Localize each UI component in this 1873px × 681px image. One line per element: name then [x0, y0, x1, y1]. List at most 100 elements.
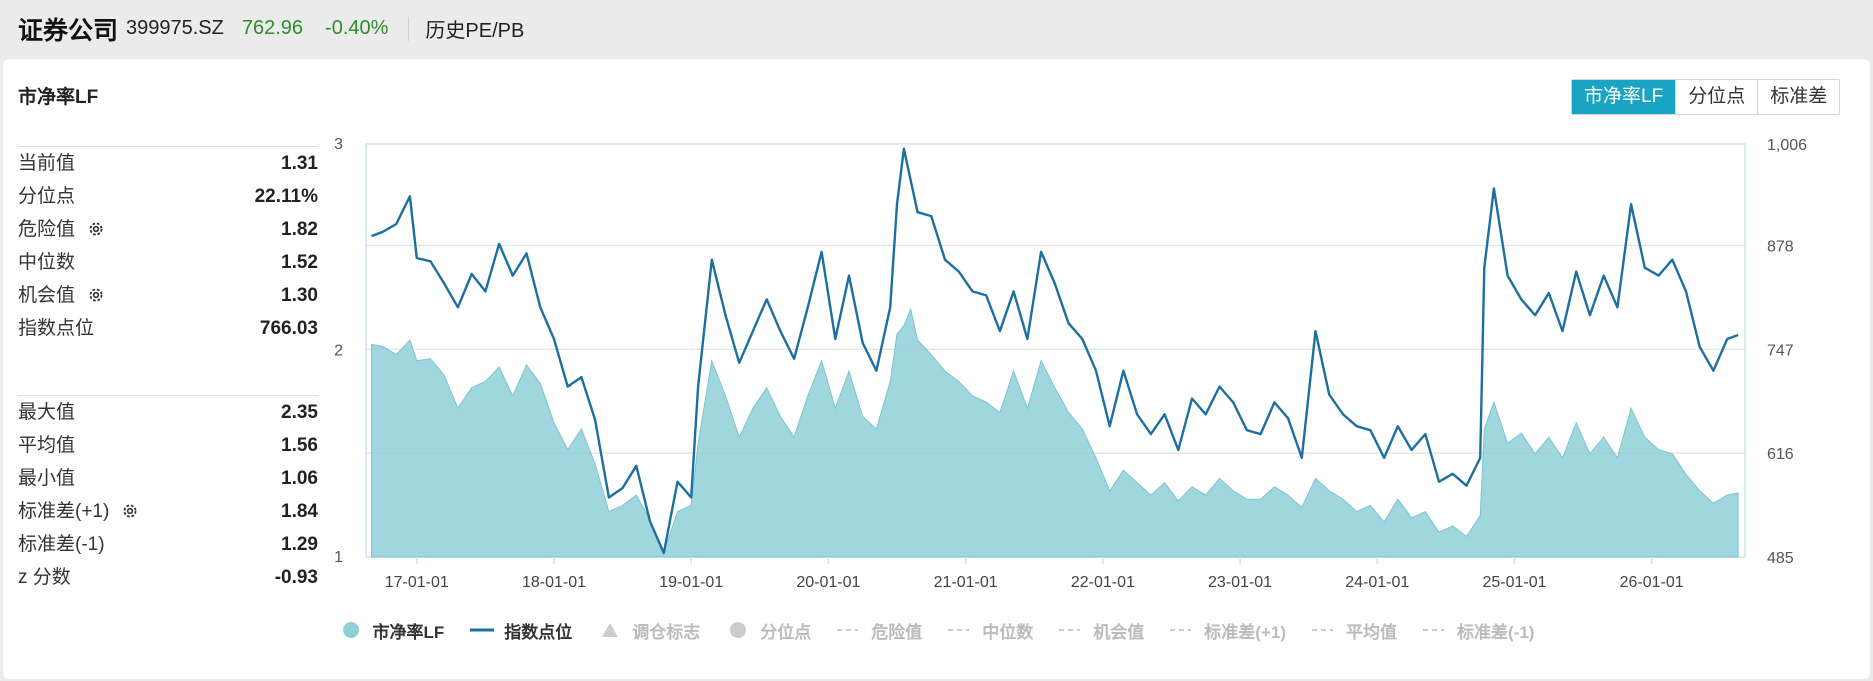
legend-item[interactable]: 指数点位	[470, 618, 572, 643]
y-right-tick-label: 485	[1767, 550, 1794, 567]
stat-row: 指数点位 766.03	[18, 312, 318, 345]
gear-icon[interactable]	[121, 502, 139, 520]
legend-label: 指数点位	[504, 622, 573, 642]
dash-line-icon	[1312, 629, 1334, 631]
x-tick-label: 20-01-01	[796, 574, 860, 591]
stat-label: z 分数	[18, 567, 71, 588]
legend-label: 调仓标志	[632, 622, 701, 642]
index-code: 399975.SZ	[126, 17, 224, 39]
y-left-tick-label: 1	[334, 549, 343, 566]
stat-label: 分位点	[18, 186, 76, 207]
header-divider	[408, 16, 410, 41]
stat-value: 1.30	[281, 285, 318, 306]
stat-label: 标准差(-1)	[18, 534, 105, 555]
legend-label: 中位数	[982, 622, 1034, 642]
legend-label: 机会值	[1093, 622, 1145, 642]
stat-label: 最小值	[18, 468, 76, 489]
y-right-tick-label: 747	[1767, 342, 1794, 359]
legend-item[interactable]: 市净率LF	[339, 618, 444, 643]
stat-row: 当前值 1.31	[18, 147, 318, 180]
x-tick-label: 21-01-01	[934, 574, 998, 591]
pb-area-series	[370, 307, 1739, 558]
stat-label: 当前值	[18, 153, 76, 174]
stat-label-wrap: 机会值	[18, 279, 105, 312]
dash-line-icon	[1423, 629, 1445, 631]
index-change: -0.40%	[325, 17, 389, 39]
stat-row: 危险值 1.82	[18, 213, 318, 246]
legend-label: 标准差(-1)	[1457, 622, 1535, 642]
stat-row: 最小值 1.06	[18, 462, 318, 495]
stat-row: 中位数 1.52	[18, 246, 318, 279]
stat-row: z 分数 -0.93	[18, 561, 318, 594]
history-tag[interactable]: 历史PE/PB	[425, 20, 525, 42]
legend-item[interactable]: 调仓标志	[598, 618, 700, 643]
header-bar: 证券公司 399975.SZ 762.96 -0.40% 历史PE/PB	[0, 0, 1873, 57]
stat-label-wrap: 标准差(+1)	[18, 495, 139, 528]
dash-line-icon	[1170, 629, 1192, 631]
stat-label-wrap: 危险值	[18, 213, 105, 246]
stat-label: 机会值	[18, 285, 76, 306]
tab-percentile[interactable]: 分位点	[1675, 80, 1758, 114]
gear-icon[interactable]	[87, 286, 105, 304]
legend-item[interactable]: 平均值	[1312, 618, 1397, 643]
stat-label: 中位数	[18, 252, 76, 273]
x-tick-label: 18-01-01	[522, 574, 586, 591]
index-line-series	[371, 147, 1739, 555]
stat-value: 766.03	[259, 318, 318, 339]
stat-row: 最大值 2.35	[18, 396, 318, 429]
stat-value: 1.06	[281, 468, 318, 489]
legend-label: 危险值	[871, 622, 923, 642]
legend-label: 分位点	[760, 622, 812, 642]
stat-value: 22.11%	[254, 186, 318, 207]
x-tick-label: 26-01-01	[1620, 574, 1684, 591]
index-price: 762.96	[241, 17, 304, 39]
legend-item[interactable]: 标准差(-1)	[1423, 618, 1534, 643]
stats-history: 最大值 2.35 平均值 1.56 最小值 1.06 标准差(+1) 1.84 …	[18, 395, 318, 594]
gear-icon[interactable]	[87, 220, 105, 238]
triangle-icon	[602, 623, 619, 637]
legend-item[interactable]: 机会值	[1059, 618, 1144, 643]
legend-item[interactable]: 分位点	[726, 618, 811, 643]
circle-icon	[342, 622, 359, 638]
stat-row: 机会值 1.30	[18, 279, 318, 312]
y-left-tick-label: 3	[334, 136, 343, 153]
x-tick-label: 19-01-01	[659, 574, 723, 591]
dash-line-icon	[948, 629, 970, 631]
stat-value: 1.82	[281, 219, 318, 240]
x-tick-label: 23-01-01	[1208, 574, 1272, 591]
stat-label: 危险值	[18, 219, 76, 240]
y-left-tick-label: 2	[334, 343, 343, 360]
tab-stddev[interactable]: 标准差	[1757, 80, 1840, 114]
chart-legend: 市净率LF 指数点位 调仓标志 分位点 危险值 中位数 机会值 标准差(+1) 平均值 标准差(-…	[0, 615, 1873, 645]
metric-tabs: 市净率LF 分位点 标准差	[1571, 79, 1841, 115]
legend-item[interactable]: 中位数	[948, 618, 1033, 643]
x-tick-label: 22-01-01	[1071, 574, 1135, 591]
x-tick-label: 24-01-01	[1345, 574, 1409, 591]
stat-value: 1.84	[281, 501, 318, 522]
legend-item[interactable]: 危险值	[837, 618, 922, 643]
x-tick-label: 17-01-01	[385, 574, 449, 591]
dash-line-icon	[1059, 629, 1081, 631]
index-name: 证券公司	[18, 16, 119, 45]
tab-pb[interactable]: 市净率LF	[1572, 80, 1676, 114]
stats-current: 当前值 1.31 分位点 22.11% 危险值 1.82 中位数 1.52 机会…	[18, 146, 318, 345]
y-right-tick-label: 616	[1767, 446, 1794, 463]
y-right-tick-label: 878	[1767, 238, 1794, 255]
stat-label: 指数点位	[18, 318, 95, 339]
stat-row: 标准差(+1) 1.84	[18, 495, 318, 528]
x-tick-label: 25-01-01	[1482, 574, 1546, 591]
stat-row: 标准差(-1) 1.29	[18, 528, 318, 561]
dash-line-icon	[837, 629, 859, 631]
stat-value: 1.52	[281, 252, 318, 273]
y-right-tick-label: 1,006	[1767, 137, 1807, 154]
stat-label: 标准差(+1)	[18, 501, 110, 522]
legend-label: 标准差(+1)	[1204, 622, 1287, 642]
legend-item[interactable]: 标准差(+1)	[1170, 618, 1286, 643]
stat-value: 1.56	[281, 435, 318, 456]
legend-label: 平均值	[1346, 622, 1398, 642]
circle-icon	[730, 622, 747, 638]
stat-value: 2.35	[281, 402, 318, 423]
panel-title: 市净率LF	[18, 87, 99, 108]
line-icon	[470, 628, 495, 632]
